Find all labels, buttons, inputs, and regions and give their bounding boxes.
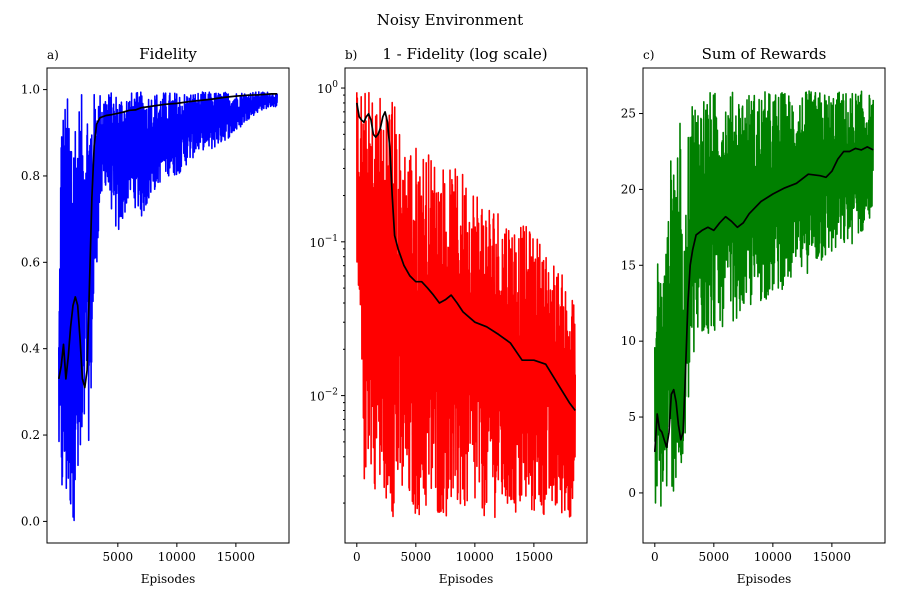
x-tick-label-b: 10000 bbox=[456, 550, 494, 564]
y-tick-label-b: 10−2 bbox=[309, 388, 338, 404]
y-tick-label-c: 20 bbox=[621, 182, 636, 196]
panel-c: c) Sum of Rewards Episodes 0 5000 10000 150… bbox=[621, 45, 886, 586]
x-tick-label-c: 15000 bbox=[813, 550, 851, 564]
x-tick-label-a: 5000 bbox=[103, 550, 134, 564]
panel-title-c: Sum of Rewards bbox=[702, 45, 827, 63]
panel-label-b: b) bbox=[345, 48, 357, 62]
y-tick-label-a: 0.0 bbox=[21, 514, 40, 528]
y-tick-label-a: 0.4 bbox=[21, 342, 40, 356]
y-tick-label-a: 1.0 bbox=[21, 83, 40, 97]
x-tick-label-a: 15000 bbox=[217, 550, 255, 564]
y-tick-label-c: 10 bbox=[621, 334, 636, 348]
y-tick-label-c: 25 bbox=[621, 107, 636, 121]
smoothed-series-line-a bbox=[57, 93, 278, 389]
raw-series-line-b bbox=[355, 91, 577, 519]
y-tick-label-c: 5 bbox=[628, 410, 636, 424]
x-tick-label-c: 5000 bbox=[699, 550, 730, 564]
x-axis-label-c: Episodes bbox=[737, 572, 792, 586]
x-tick-label-c: 10000 bbox=[754, 550, 792, 564]
x-tick-label-a: 10000 bbox=[158, 550, 196, 564]
x-tick-label-b: 5000 bbox=[401, 550, 432, 564]
x-tick-label-c: 0 bbox=[651, 550, 659, 564]
panel-b: b) 1 - Fidelity (log scale) Episodes 0 50… bbox=[309, 45, 588, 586]
x-tick-label-b: 0 bbox=[353, 550, 361, 564]
axes-frame-c bbox=[642, 67, 886, 544]
raw-series-line-a bbox=[58, 91, 278, 522]
y-tick-label-a: 0.2 bbox=[21, 428, 40, 442]
y-tick-label-c: 15 bbox=[621, 258, 636, 272]
axes-frame-a bbox=[46, 67, 290, 544]
smoothed-series-line-b bbox=[355, 102, 576, 412]
panel-a: a) Fidelity Episodes 5000 10000 15000 0.0 0.… bbox=[21, 45, 290, 586]
smoothed-series-line-c bbox=[653, 146, 874, 452]
y-tick-label-b: 100 bbox=[317, 80, 338, 96]
x-axis-label-a: Episodes bbox=[141, 572, 196, 586]
panel-title-a: Fidelity bbox=[139, 45, 197, 63]
axes-frame-b bbox=[344, 67, 588, 544]
x-axis-label-b: Episodes bbox=[439, 572, 494, 586]
panel-title-b: 1 - Fidelity (log scale) bbox=[382, 45, 547, 63]
raw-series-line-c bbox=[653, 90, 875, 507]
figure-title: Noisy Environment bbox=[377, 11, 523, 29]
x-tick-label-b: 15000 bbox=[515, 550, 553, 564]
panel-label-c: c) bbox=[643, 48, 654, 62]
y-tick-label-c: 0 bbox=[628, 486, 636, 500]
y-tick-label-a: 0.8 bbox=[21, 169, 40, 183]
y-tick-label-b: 10−1 bbox=[309, 234, 338, 250]
panel-label-a: a) bbox=[47, 48, 59, 62]
y-tick-label-a: 0.6 bbox=[21, 255, 40, 269]
